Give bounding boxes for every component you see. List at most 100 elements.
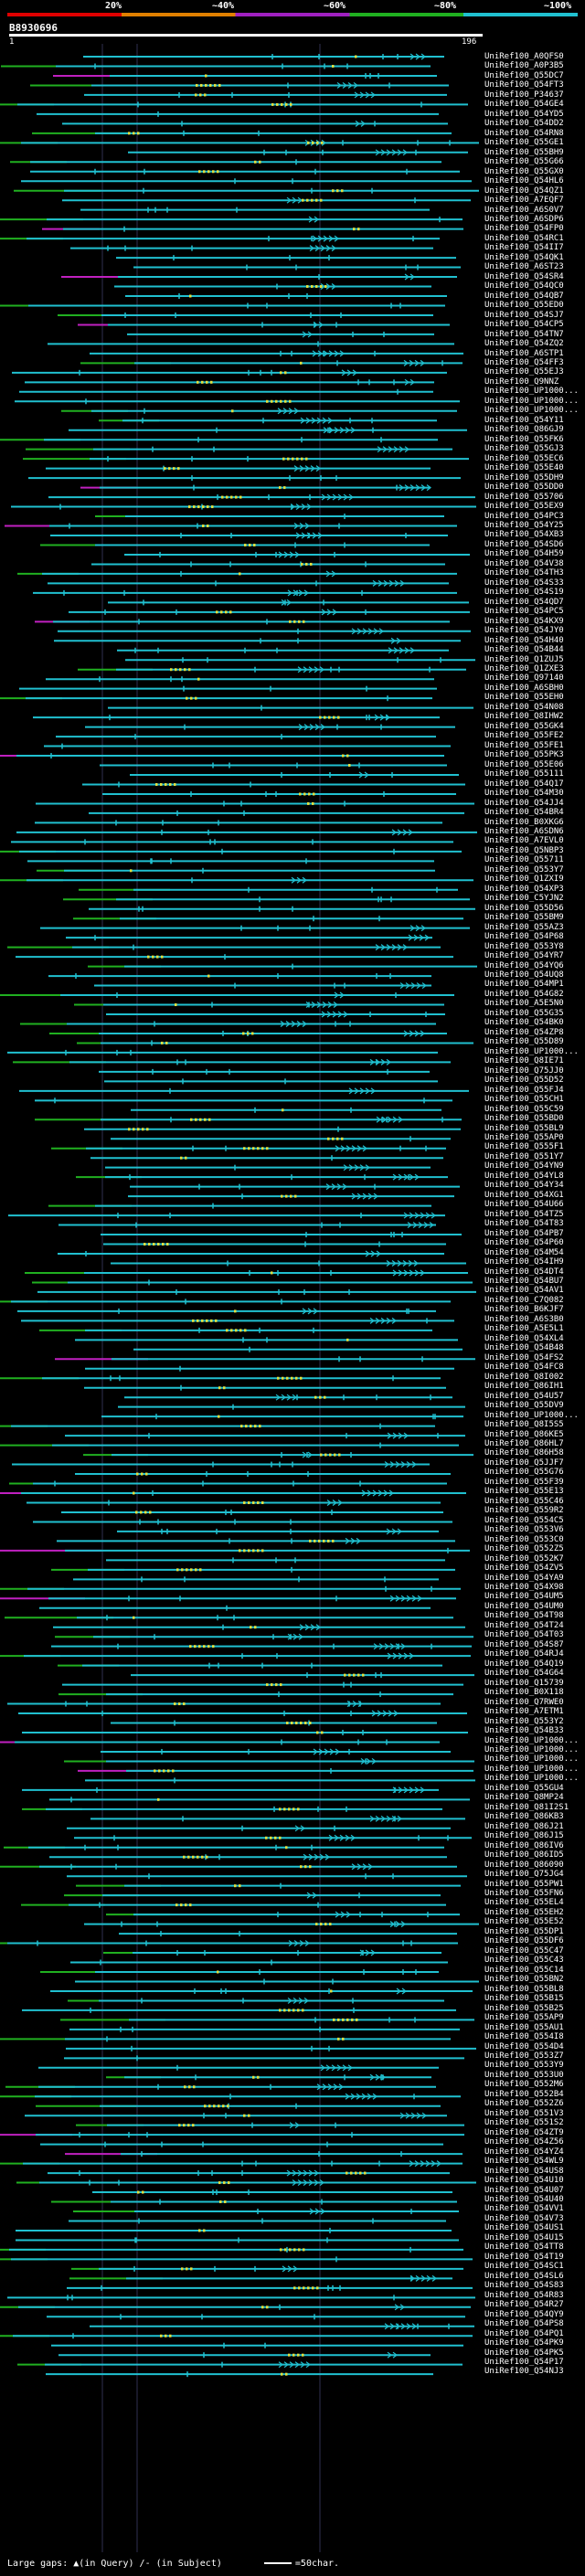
- hit-label[interactable]: UniRef100_Q55FK6: [484, 434, 564, 444]
- hit-label[interactable]: UniRef100_Q54S87: [484, 1639, 564, 1649]
- hit-label[interactable]: UniRef100_Q55FE1: [484, 740, 564, 750]
- hit-label[interactable]: UniRef100_Q1ZXE3: [484, 664, 564, 673]
- hit-label[interactable]: UniRef100_Q55C47: [484, 1945, 564, 1956]
- hit-label[interactable]: UniRef100_Q54XB3: [484, 530, 564, 540]
- hit-label[interactable]: UniRef100_Q54B48: [484, 1343, 564, 1353]
- hit-label[interactable]: UniRef100_Q55DC7: [484, 70, 564, 80]
- hit-label[interactable]: UniRef100_UP1000...: [484, 1046, 579, 1056]
- hit-label[interactable]: UniRef100_Q97140: [484, 673, 564, 684]
- hit-label[interactable]: UniRef100_UP1000...: [484, 1774, 579, 1784]
- hit-label[interactable]: UniRef100_Q86J15: [484, 1831, 564, 1841]
- hit-label[interactable]: UniRef100_Q54V73: [484, 2213, 564, 2223]
- hit-label[interactable]: UniRef100_A5E5N0: [484, 999, 564, 1009]
- hit-label[interactable]: UniRef100_Q8IHW2: [484, 712, 564, 722]
- hit-label[interactable]: UniRef100_Q55BL8: [484, 1984, 564, 1994]
- hit-label[interactable]: UniRef100_Q54PC5: [484, 607, 564, 617]
- hit-label[interactable]: UniRef100_Q86GJ9: [484, 425, 564, 435]
- hit-label[interactable]: UniRef100_Q55CH1: [484, 1095, 564, 1105]
- hit-label[interactable]: UniRef100_Q553Y2: [484, 1716, 564, 1726]
- hit-label[interactable]: UniRef100_Q55DH9: [484, 472, 564, 482]
- hit-label[interactable]: UniRef100_Q55E52: [484, 1917, 564, 1927]
- hit-label[interactable]: UniRef100_Q55BD0: [484, 1114, 564, 1124]
- hit-label[interactable]: UniRef100_Q54T03: [484, 1630, 564, 1640]
- hit-label[interactable]: UniRef100_Q55DP1: [484, 1926, 564, 1936]
- hit-label[interactable]: UniRef100_Q54US1: [484, 2223, 564, 2233]
- hit-label[interactable]: UniRef100_Q552Z6: [484, 2099, 564, 2109]
- hit-label[interactable]: UniRef100_Q55711: [484, 855, 564, 865]
- hit-label[interactable]: UniRef100_Q54FT3: [484, 80, 564, 90]
- hit-label[interactable]: UniRef100_Q553Y9: [484, 2061, 564, 2071]
- hit-label[interactable]: UniRef100_Q86090: [484, 1860, 564, 1870]
- hit-label[interactable]: UniRef100_Q55EH0: [484, 693, 564, 703]
- hit-label[interactable]: UniRef100_Q54CP5: [484, 320, 564, 330]
- hit-label[interactable]: UniRef100_B0X118: [484, 1688, 564, 1698]
- hit-label[interactable]: UniRef100_Q54II7: [484, 243, 564, 253]
- hit-label[interactable]: UniRef100_Q55E13: [484, 1487, 564, 1497]
- hit-label[interactable]: UniRef100_Q552K7: [484, 1553, 564, 1564]
- hit-label[interactable]: UniRef100_Q55C46: [484, 1496, 564, 1506]
- hit-label[interactable]: UniRef100_Q54Y25: [484, 520, 564, 530]
- hit-label[interactable]: UniRef100_Q8IE71: [484, 1056, 564, 1066]
- hit-label[interactable]: UniRef100_Q54P60: [484, 1238, 564, 1248]
- hit-label[interactable]: UniRef100_Q54H40: [484, 635, 564, 645]
- hit-label[interactable]: UniRef100_Q54UM0: [484, 1601, 564, 1611]
- hit-label[interactable]: UniRef100_Q55EJ3: [484, 367, 564, 377]
- hit-label[interactable]: UniRef100_Q86KE5: [484, 1429, 564, 1439]
- hit-label[interactable]: UniRef100_A6S0V7: [484, 205, 564, 215]
- hit-label[interactable]: UniRef100_A7EVL0: [484, 836, 564, 846]
- hit-label[interactable]: UniRef100_Q86HL7: [484, 1438, 564, 1448]
- hit-label[interactable]: UniRef100_Q55B15: [484, 1994, 564, 2004]
- hit-label[interactable]: UniRef100_A6SBH0: [484, 683, 564, 693]
- hit-label[interactable]: UniRef100_Q54Z56: [484, 2137, 564, 2147]
- hit-label[interactable]: UniRef100_Q54YA9: [484, 1573, 564, 1583]
- hit-label[interactable]: UniRef100_Q54XP3: [484, 884, 564, 894]
- hit-label[interactable]: UniRef100_Q54YR7: [484, 951, 564, 961]
- hit-label[interactable]: UniRef100_Q55GJ3: [484, 444, 564, 454]
- hit-label[interactable]: UniRef100_Q54QC0: [484, 281, 564, 292]
- hit-label[interactable]: UniRef100_Q54U57: [484, 1391, 564, 1401]
- hit-label[interactable]: UniRef100_Q55AU1: [484, 2022, 564, 2032]
- hit-label[interactable]: UniRef100_Q55GK4: [484, 721, 564, 731]
- hit-label[interactable]: UniRef100_Q54V38: [484, 558, 564, 568]
- hit-label[interactable]: UniRef100_Q54BK0: [484, 1018, 564, 1028]
- hit-label[interactable]: UniRef100_Q552M6: [484, 2080, 564, 2090]
- hit-label[interactable]: UniRef100_Q54TH3: [484, 568, 564, 578]
- hit-label[interactable]: UniRef100_Q55AZ3: [484, 922, 564, 932]
- hit-label[interactable]: UniRef100_Q54RJ4: [484, 1649, 564, 1659]
- hit-label[interactable]: UniRef100_Q54S83: [484, 2281, 564, 2291]
- hit-label[interactable]: UniRef100_Q54YL8: [484, 1171, 564, 1181]
- hit-label[interactable]: UniRef100_Q55D56: [484, 903, 564, 913]
- hit-label[interactable]: UniRef100_Q54M30: [484, 789, 564, 799]
- hit-label[interactable]: UniRef100_Q55C59: [484, 1104, 564, 1114]
- hit-label[interactable]: UniRef100_Q54HL6: [484, 176, 564, 186]
- hit-label[interactable]: UniRef100_Q55BM9: [484, 913, 564, 923]
- hit-label[interactable]: UniRef100_Q86ID5: [484, 1850, 564, 1860]
- hit-label[interactable]: UniRef100_Q54U07: [484, 2185, 564, 2195]
- hit-label[interactable]: UniRef100_P34637: [484, 90, 564, 100]
- hit-label[interactable]: UniRef100_Q551Y7: [484, 1151, 564, 1161]
- hit-label[interactable]: UniRef100_Q54H59: [484, 549, 564, 559]
- hit-label[interactable]: UniRef100_Q54PK9: [484, 2338, 564, 2348]
- hit-label[interactable]: UniRef100_Q54P17: [484, 2357, 564, 2367]
- hit-label[interactable]: UniRef100_Q75JG4: [484, 1870, 564, 1880]
- hit-label[interactable]: UniRef100_A6SDP6: [484, 214, 564, 224]
- hit-label[interactable]: UniRef100_Q553C0: [484, 1534, 564, 1544]
- hit-label[interactable]: UniRef100_Q54YD5: [484, 109, 564, 119]
- hit-label[interactable]: UniRef100_Q55GU4: [484, 1783, 564, 1793]
- hit-label[interactable]: UniRef100_Q55EL4: [484, 1898, 564, 1908]
- hit-label[interactable]: UniRef100_Q54YQ6: [484, 960, 564, 970]
- hit-label[interactable]: UniRef100_Q554I8: [484, 2032, 564, 2042]
- hit-label[interactable]: UniRef100_Q54US8: [484, 2166, 564, 2176]
- hit-label[interactable]: UniRef100_Q55DV9: [484, 1401, 564, 1411]
- hit-label[interactable]: UniRef100_A6SDN6: [484, 826, 564, 836]
- hit-label[interactable]: UniRef100_Q55D89: [484, 1037, 564, 1047]
- hit-label[interactable]: UniRef100_Q55FN6: [484, 1889, 564, 1898]
- hit-label[interactable]: UniRef100_Q54FS2: [484, 1352, 564, 1362]
- hit-label[interactable]: UniRef100_Q55FE2: [484, 731, 564, 741]
- hit-label[interactable]: UniRef100_Q54U15: [484, 2232, 564, 2242]
- hit-label[interactable]: UniRef100_Q54RN8: [484, 128, 564, 138]
- hit-label[interactable]: UniRef100_Q55B25: [484, 2003, 564, 2013]
- hit-label[interactable]: UniRef100_Q54T98: [484, 1611, 564, 1621]
- hit-label[interactable]: UniRef100_Q55PW1: [484, 1879, 564, 1889]
- hit-label[interactable]: UniRef100_Q86KB3: [484, 1812, 564, 1822]
